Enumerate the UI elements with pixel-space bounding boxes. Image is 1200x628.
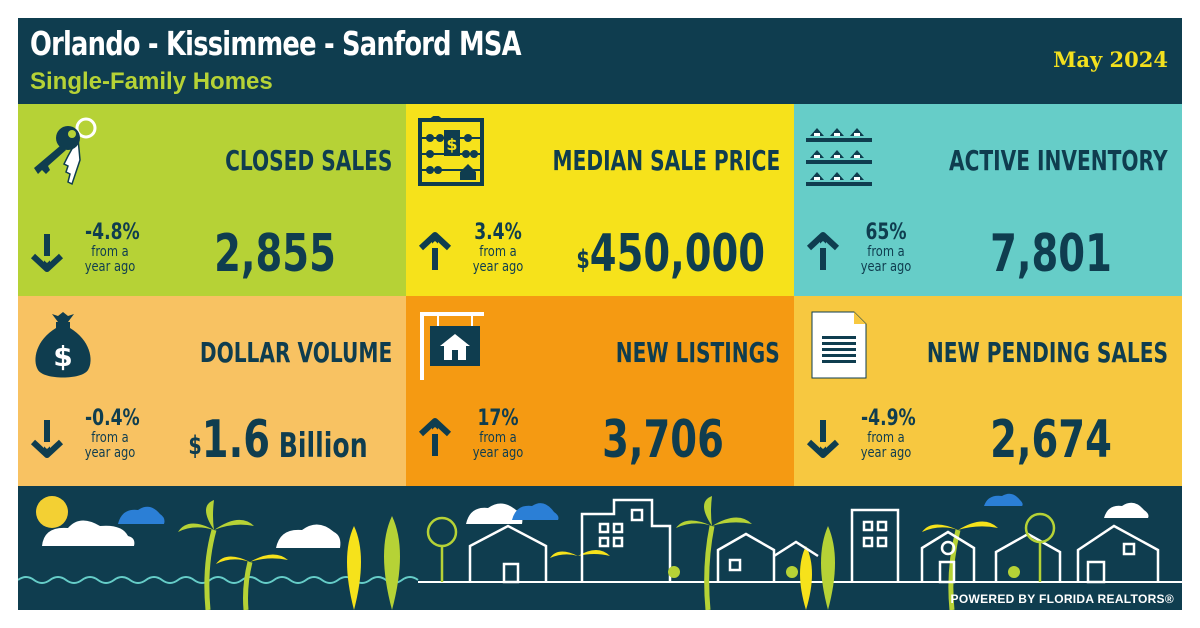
tile-header: NEW PENDING SALES: [794, 296, 1182, 396]
tile-body: -4.8% from a year ago 2,855: [18, 210, 406, 296]
arrow-down-icon: [806, 420, 840, 458]
tile-body: -0.4% from a year ago $1.6 Billion: [18, 396, 406, 486]
tile-body: 17% from a year ago 3,706: [406, 396, 794, 486]
header: Orlando - Kissimmee - Sanford MSA Single…: [18, 18, 1182, 104]
metric-label: NEW LISTINGS: [616, 336, 780, 369]
tile-body: -4.9% from a year ago 2,674: [794, 396, 1182, 486]
tile-new-listings: NEW LISTINGS 17% from a year ago 3,706: [406, 296, 794, 486]
tile-dollar-volume: $ DOLLAR VOLUME -0.4% from a year ago $1…: [18, 296, 406, 486]
tile-body: 3.4% from a year ago $450,000: [406, 210, 794, 296]
tile-new-pending-sales: NEW PENDING SALES -4.9% from a year ago …: [794, 296, 1182, 486]
change-percent: 65%: [865, 220, 907, 245]
abacus-icon: $: [418, 116, 484, 186]
metric-label: MEDIAN SALE PRICE: [552, 144, 780, 177]
metric-label: ACTIVE INVENTORY: [949, 144, 1168, 177]
infographic: Orlando - Kissimmee - Sanford MSA Single…: [18, 18, 1182, 610]
change-label-line1: from a: [479, 244, 517, 260]
tile-closed-sales: CLOSED SALES -4.8% from a year ago 2,855: [18, 104, 406, 296]
metric-value-unit: Billion: [269, 426, 368, 466]
change-percent: -4.9%: [861, 406, 916, 431]
tile-header: $ DOLLAR VOLUME: [18, 296, 406, 396]
change-label-line2: year ago: [84, 259, 136, 275]
change-label-line1: from a: [91, 244, 129, 260]
change-label-line2: year ago: [84, 445, 136, 461]
tile-header: CLOSED SALES: [18, 104, 406, 210]
page-title: Orlando - Kissimmee - Sanford MSA: [30, 24, 522, 63]
metric-value: $450,000: [576, 224, 765, 284]
metric-label: NEW PENDING SALES: [926, 336, 1168, 369]
powered-by-credit: POWERED BY FLORIDA REALTORS®: [950, 592, 1174, 606]
arrow-up-icon: [418, 418, 452, 456]
change-percent: -4.8%: [85, 220, 140, 245]
money-bag-icon: $: [35, 312, 91, 378]
tile-active-inventory: ACTIVE INVENTORY 65% from a year ago 7,8…: [794, 104, 1182, 296]
change-label-line1: from a: [867, 244, 905, 260]
metric-value: 2,855: [188, 224, 361, 284]
currency-symbol: $: [576, 245, 590, 275]
metric-value-number: 7,801: [990, 224, 1112, 284]
change-label-line1: from a: [91, 430, 129, 446]
metric-label: DOLLAR VOLUME: [199, 336, 392, 369]
tile-header: ACTIVE INVENTORY: [794, 104, 1182, 210]
house-sign-icon: [420, 312, 484, 380]
metric-label: CLOSED SALES: [224, 144, 392, 177]
tile-body: 65% from a year ago 7,801: [794, 210, 1182, 296]
svg-text:$: $: [446, 135, 457, 154]
metric-value-number: 450,000: [589, 224, 766, 284]
report-date: May 2024: [1053, 47, 1168, 72]
tile-header: NEW LISTINGS: [406, 296, 794, 396]
metric-value: $1.6 Billion: [188, 410, 367, 476]
change-percent: -0.4%: [85, 406, 140, 431]
keys-icon: [34, 117, 97, 186]
document-icon: [811, 311, 867, 379]
arrow-down-icon: [30, 420, 64, 458]
tile-median-sale-price: $ MEDIAN SALE PRICE 3.4% from a year ago…: [406, 104, 794, 296]
metric-value-number: 3,706: [602, 410, 724, 470]
change-label-line2: year ago: [472, 445, 524, 461]
houses-shelf-icon: [806, 128, 872, 186]
metric-value-number: 2,855: [214, 224, 336, 284]
currency-symbol: $: [188, 431, 202, 461]
change-percent: 3.4%: [474, 220, 522, 245]
change-percent: 17%: [477, 406, 519, 431]
metric-value-number: 1.6: [201, 410, 270, 470]
page-subtitle: Single-Family Homes: [30, 68, 273, 95]
change-label-line2: year ago: [860, 259, 912, 275]
change-label-line1: from a: [479, 430, 517, 446]
change-label-line2: year ago: [472, 259, 524, 275]
arrow-up-icon: [418, 232, 452, 270]
arrow-up-icon: [806, 232, 840, 270]
metric-value-number: 2,674: [990, 410, 1112, 470]
metric-value: 7,801: [964, 224, 1137, 284]
svg-text:$: $: [53, 340, 72, 373]
arrow-down-icon: [30, 234, 64, 272]
metric-value: 3,706: [576, 410, 749, 470]
change-label-line2: year ago: [860, 445, 912, 461]
tile-header: $ MEDIAN SALE PRICE: [406, 104, 794, 210]
change-label-line1: from a: [867, 430, 905, 446]
skyline-illustration: [18, 486, 1182, 610]
metric-value: 2,674: [964, 410, 1137, 470]
